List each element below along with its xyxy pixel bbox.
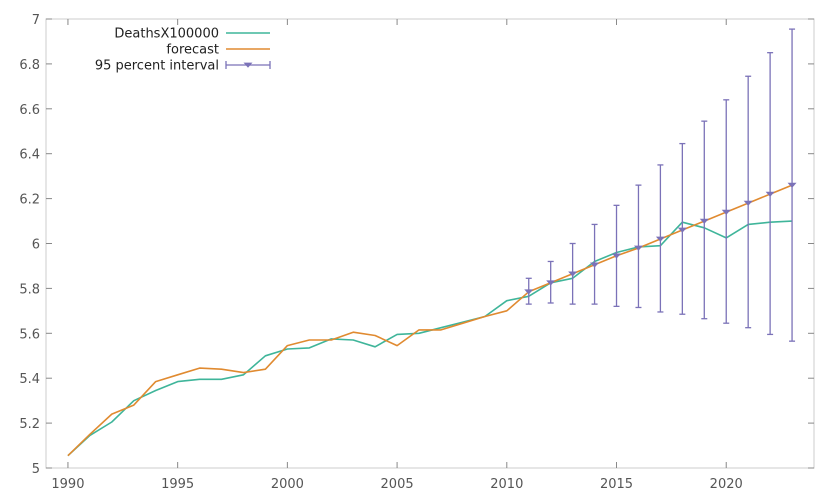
x-tick-label: 2000: [271, 477, 304, 492]
interval-marker: [633, 245, 643, 251]
y-tick-label: 6.4: [19, 148, 40, 163]
series-group: [67, 184, 793, 457]
interval-marker: [590, 262, 600, 268]
legend-label: 95 percent interval: [95, 59, 219, 74]
interval-marker: [677, 227, 687, 233]
interval-marker: [699, 218, 709, 224]
interval-marker: [655, 236, 665, 242]
x-tick-label: 2005: [381, 477, 414, 492]
y-tick-label: 5: [32, 462, 40, 477]
series-line-forecast: [67, 184, 793, 457]
series-line-deathsx100000: [67, 220, 793, 457]
y-tick-label: 6.6: [19, 103, 40, 118]
y-tick-label: 6.8: [19, 58, 40, 73]
interval-marker: [546, 280, 556, 286]
legend-label: DeathsX100000: [114, 27, 219, 42]
x-tick-label: 2020: [710, 477, 743, 492]
y-tick-label: 5.4: [19, 372, 40, 387]
interval-marker: [787, 182, 797, 188]
y-tick-label: 6.2: [19, 193, 40, 208]
interval-marker: [743, 200, 753, 206]
interval-marker: [612, 253, 622, 259]
y-tick-label: 5.6: [19, 327, 40, 342]
y-tick-label: 7: [32, 13, 40, 28]
interval-marker: [568, 271, 578, 277]
plot-frame: [45, 18, 815, 469]
interval-marker: [524, 289, 534, 295]
interval-marker: [721, 209, 731, 215]
legend-swatch-marker: [243, 62, 253, 68]
x-tick-label: 2010: [490, 477, 523, 492]
x-axis: 1990 1995 2000 2005 2010 2015 2020: [51, 19, 743, 492]
x-tick-label: 1995: [161, 477, 194, 492]
legend-label: forecast: [166, 43, 219, 58]
x-tick-label: 1990: [51, 477, 84, 492]
interval-group: [524, 28, 797, 342]
y-tick-label: 6: [32, 238, 40, 253]
x-tick-label: 2015: [600, 477, 633, 492]
y-tick-label: 5.8: [19, 282, 40, 297]
y-axis: 5 5.2 5.4 5.6 5.8 6 6.2 6.4 6.6 6.8 7: [19, 13, 814, 477]
interval-marker: [765, 191, 775, 197]
y-tick-label: 5.2: [19, 417, 40, 432]
